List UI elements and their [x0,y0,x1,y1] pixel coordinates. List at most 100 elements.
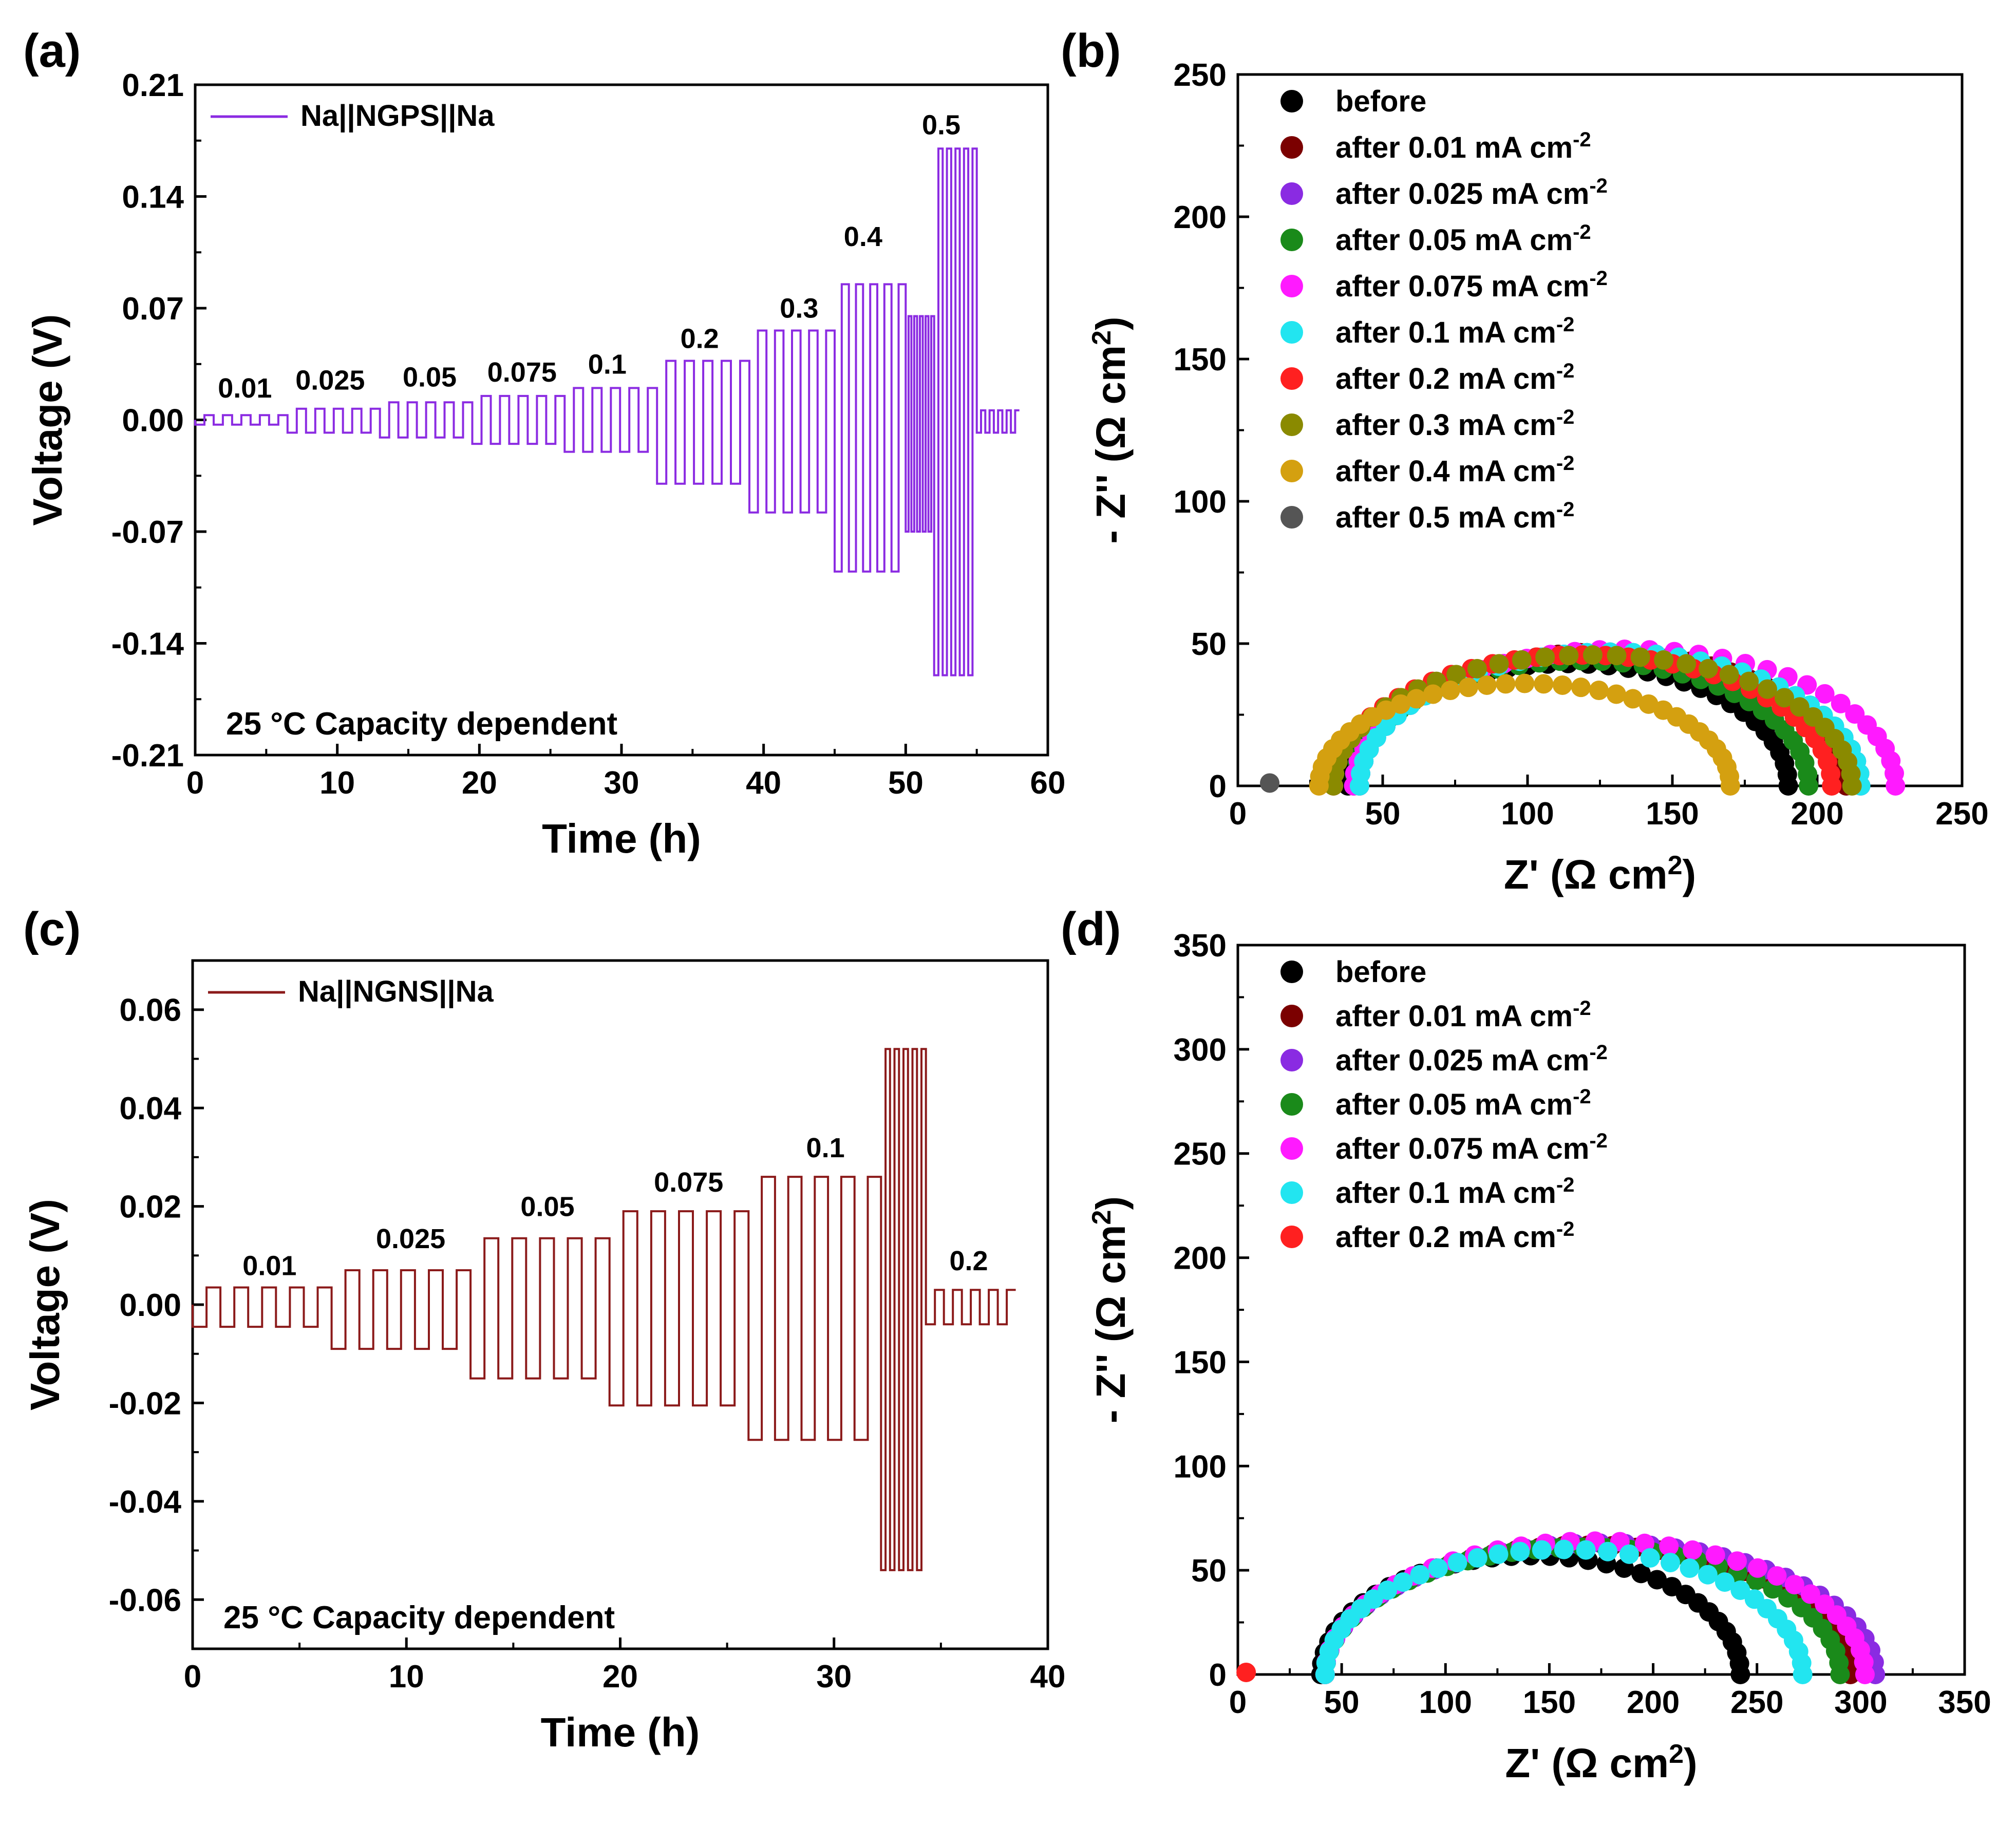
x-tick-label: 200 [1627,1685,1680,1720]
legend-label: after 0.1 mA cm-2 [1335,1174,1574,1210]
x-axis-label: Time (h) [542,816,701,861]
data-point [1778,776,1798,796]
legend-label: after 0.3 mA cm-2 [1335,406,1574,442]
data-point [1440,681,1460,701]
data-point [1748,1558,1768,1578]
chart-panel-b: 0 50 100 150 200 250 0 50 100 150 200 250 Z' (Ω cm2)… [1087,58,1989,897]
x-tick-label: 10 [319,765,355,801]
data-point [1589,681,1609,701]
x-tick-label: 300 [1834,1685,1887,1720]
x-tick-label: 10 [389,1659,424,1695]
legend-label: after 0.2 mA cm-2 [1335,360,1574,396]
legend-marker [1280,275,1303,297]
legend-marker [1280,1093,1303,1116]
legend-marker [1280,182,1303,205]
x-tick-label: 0 [184,1659,201,1695]
data-point [1571,677,1591,698]
voltage-series-line [194,147,1020,676]
data-point [1727,1551,1747,1571]
step-annotation-label: 0.01 [218,373,272,404]
legend-marker [1280,321,1303,344]
x-tick-label: 250 [1730,1685,1783,1720]
legend-marker [1280,90,1303,112]
data-point [1676,654,1697,674]
data-point [1705,1545,1725,1565]
step-annotation-label: 0.025 [295,365,365,396]
data-point [1654,650,1674,670]
data-point [1376,700,1396,720]
data-point [1784,1575,1804,1595]
x-tick-label: 40 [746,765,781,801]
data-point [1730,1580,1750,1601]
data-point [1607,646,1627,666]
legend-marker [1280,1137,1303,1160]
condition-note: 25 °C Capacity dependent [226,706,617,742]
step-annotation-label: 0.05 [403,362,457,392]
data-point [1582,645,1603,665]
legend-label: Na||NGPS||Na [300,99,495,133]
legend-marker [1280,1005,1303,1027]
step-annotation-label: 0.05 [520,1192,574,1222]
y-tick-label: 0.04 [119,1091,181,1126]
data-point [1683,1540,1703,1560]
data-point [1446,665,1466,685]
legend-marker [1280,1226,1303,1248]
data-point [1720,776,1740,796]
legend-label: after 0.01 mA cm-2 [1335,997,1591,1033]
y-axis-label: Voltage (V) [25,314,70,526]
x-tick-label: 100 [1419,1685,1472,1720]
data-point [1260,773,1280,793]
y-tick-label: 250 [1174,1137,1227,1172]
data-point [1363,1589,1383,1609]
x-tick-label: 250 [1935,796,1988,832]
x-tick-label: 60 [1030,765,1066,801]
data-point [1714,1572,1735,1592]
data-point [1886,776,1906,796]
data-point [1757,679,1777,699]
legend-label: after 0.05 mA cm-2 [1335,1085,1591,1121]
legend-label: after 0.075 mA cm-2 [1335,1130,1608,1165]
legend-label: after 0.2 mA cm-2 [1335,1218,1574,1254]
chart-panel-c: 0 10 20 30 40 -0.06 -0.04 -0.02 0.00 0.02 0.04 0.06… [22,959,1065,1755]
data-point [1489,1544,1509,1564]
data-point [1598,1541,1618,1561]
y-axis-label: Voltage (V) [22,1199,68,1410]
y-tick-label: 50 [1191,627,1227,662]
data-point [1428,1558,1448,1578]
legend-marker [1280,136,1303,159]
panel-d-letter: (d) [1061,903,1121,955]
data-point [1458,677,1478,698]
y-tick-label: 0.06 [119,993,181,1028]
legend-label: after 0.1 mA cm-2 [1335,313,1574,349]
y-tick-label: 0.02 [119,1190,181,1225]
x-tick-label: 0 [1229,796,1247,832]
data-point [1799,776,1819,796]
x-axis-label: Z' (Ω cm2) [1504,851,1696,897]
condition-note: 25 °C Capacity dependent [223,1600,615,1635]
data-point [1774,688,1794,708]
data-point [1532,1540,1552,1560]
x-tick-label: 50 [1324,1685,1360,1720]
data-point [1831,693,1851,713]
data-point [1730,1665,1750,1684]
y-axis-label: - Z'' (Ω cm2) [1087,316,1134,543]
data-point [1512,650,1532,670]
data-point [1698,658,1718,679]
x-tick-label: 50 [888,765,924,801]
data-point [1410,1565,1430,1585]
step-annotation-label: 0.2 [949,1246,988,1276]
step-annotation-label: 0.025 [376,1223,445,1254]
data-point [1631,1564,1651,1584]
y-tick-label: 0 [1209,1658,1227,1693]
legend-marker [1280,1181,1303,1204]
data-point [1406,689,1426,709]
y-tick-label: 300 [1174,1032,1227,1068]
x-tick-label: 150 [1646,796,1699,832]
data-point [1535,647,1555,667]
y-tick-label: -0.14 [111,627,184,662]
data-point [1552,675,1572,695]
data-point [1719,665,1739,685]
y-tick-label: 0.14 [122,180,184,215]
step-annotation-label: 0.5 [922,109,960,140]
data-point [1393,1572,1413,1592]
